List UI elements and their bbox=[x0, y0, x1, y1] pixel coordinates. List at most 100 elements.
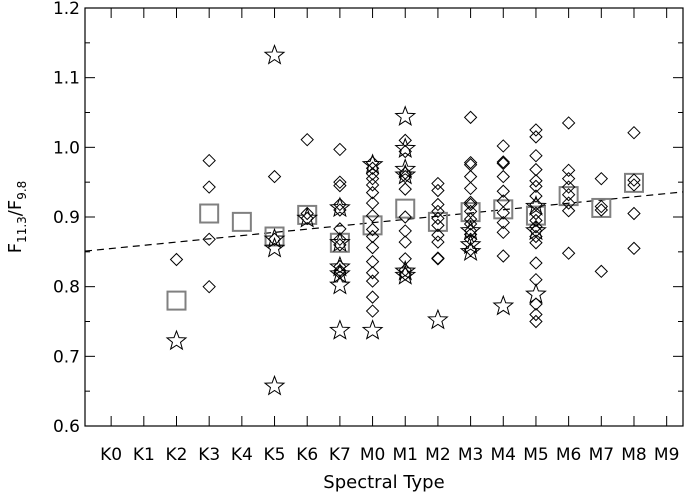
diamond-point bbox=[496, 184, 510, 198]
diamond-point bbox=[202, 232, 216, 247]
star-point bbox=[394, 105, 417, 126]
diamond-point bbox=[529, 220, 543, 234]
diamond-point bbox=[300, 211, 314, 226]
diamond-point bbox=[529, 297, 543, 311]
x-tick-label: K2 bbox=[166, 445, 188, 465]
star-point bbox=[263, 43, 286, 65]
star-point bbox=[459, 233, 482, 255]
diamond-point bbox=[398, 133, 412, 148]
star-point bbox=[525, 195, 547, 216]
diamond-point bbox=[529, 123, 543, 137]
diamond-point bbox=[529, 229, 543, 244]
diamond-point bbox=[398, 210, 412, 224]
diamond-point bbox=[365, 266, 380, 280]
diamond-point bbox=[365, 290, 380, 304]
diamond-point bbox=[333, 203, 347, 217]
diamond-point bbox=[333, 238, 347, 252]
x-tick-label: K5 bbox=[264, 445, 286, 465]
diamond-point bbox=[463, 155, 478, 170]
star-point bbox=[525, 219, 547, 241]
diamond-point bbox=[202, 153, 216, 168]
y-tick-label: 0.8 bbox=[53, 278, 80, 298]
y-axis-title-sub1: 11.3 bbox=[15, 216, 29, 243]
x-tick-label: K6 bbox=[296, 445, 318, 465]
x-tick-label: M9 bbox=[654, 445, 679, 465]
fit-line-layer bbox=[84, 191, 684, 252]
diamond-point bbox=[561, 163, 576, 178]
y-axis-title-main: F bbox=[5, 243, 26, 253]
star-point bbox=[427, 308, 449, 330]
diamond-point bbox=[365, 240, 380, 255]
y-tick-label: 0.9 bbox=[53, 208, 80, 228]
diamond-point bbox=[627, 125, 641, 140]
diamond-point bbox=[627, 178, 641, 192]
x-tick-label: M1 bbox=[392, 445, 417, 465]
mean-square-point bbox=[199, 203, 220, 224]
diamond-point bbox=[529, 179, 543, 194]
diamond-point bbox=[333, 142, 347, 157]
mean-square-point bbox=[623, 172, 644, 193]
diamond-point bbox=[333, 232, 347, 247]
x-tick-label: M2 bbox=[425, 445, 450, 465]
diamond-point bbox=[561, 180, 576, 194]
diamond-point bbox=[365, 274, 380, 288]
diamond-point bbox=[463, 110, 478, 125]
fit-line bbox=[84, 191, 684, 252]
diamond-point bbox=[333, 197, 347, 212]
x-tick-label: K4 bbox=[231, 445, 253, 465]
diamond-point bbox=[496, 139, 510, 153]
diamond-point bbox=[496, 225, 510, 240]
diamond-point bbox=[496, 215, 510, 230]
mean-square-point bbox=[395, 198, 416, 219]
y-tick-label: 1.0 bbox=[53, 138, 80, 158]
diamond-point bbox=[431, 176, 445, 191]
diamond-point bbox=[431, 252, 445, 266]
diamond-point bbox=[529, 256, 543, 270]
star-point bbox=[361, 319, 384, 340]
diamond-point bbox=[431, 251, 445, 265]
x-tick-label: K3 bbox=[198, 445, 220, 465]
diamond-point bbox=[529, 130, 543, 144]
star-point bbox=[165, 329, 188, 351]
diamond-point bbox=[627, 173, 641, 187]
diamond-point bbox=[267, 169, 282, 184]
diamond-point bbox=[365, 208, 380, 223]
diamond-point bbox=[529, 206, 543, 221]
diamond-point bbox=[398, 252, 412, 266]
diamond-point bbox=[496, 206, 510, 220]
diamond-point bbox=[627, 241, 641, 256]
diamond-point bbox=[561, 196, 576, 210]
diamond-point bbox=[594, 203, 609, 217]
data-points-layer bbox=[165, 43, 644, 396]
mean-square-point bbox=[362, 215, 383, 236]
diamond-point bbox=[561, 116, 576, 130]
star-point bbox=[394, 158, 417, 179]
diamond-point bbox=[431, 183, 445, 198]
y-axis-title-slash: /F bbox=[5, 200, 26, 216]
diamond-point bbox=[463, 204, 478, 219]
diamond-point bbox=[365, 171, 380, 186]
diamond-point bbox=[561, 187, 576, 202]
diamond-point bbox=[496, 155, 510, 169]
diamond-point bbox=[496, 169, 510, 184]
x-tick-label: M8 bbox=[621, 445, 646, 465]
diamond-point bbox=[529, 174, 543, 188]
x-tick-label: M7 bbox=[589, 445, 614, 465]
diamond-point bbox=[529, 314, 543, 329]
star-point bbox=[329, 231, 351, 253]
x-tick-label: M5 bbox=[523, 445, 548, 465]
star-point bbox=[329, 273, 351, 295]
star-point bbox=[329, 255, 351, 277]
diamond-point bbox=[463, 212, 478, 226]
diamond-point bbox=[431, 235, 445, 249]
star-point bbox=[394, 259, 417, 281]
star-point bbox=[394, 137, 417, 158]
diamond-point bbox=[333, 175, 347, 189]
mean-square-point bbox=[166, 290, 187, 311]
diamond-point bbox=[365, 178, 380, 192]
diamond-point bbox=[300, 132, 314, 147]
diamond-point bbox=[463, 169, 478, 184]
star-point bbox=[329, 196, 351, 218]
y-tick-label: 0.7 bbox=[53, 347, 80, 367]
